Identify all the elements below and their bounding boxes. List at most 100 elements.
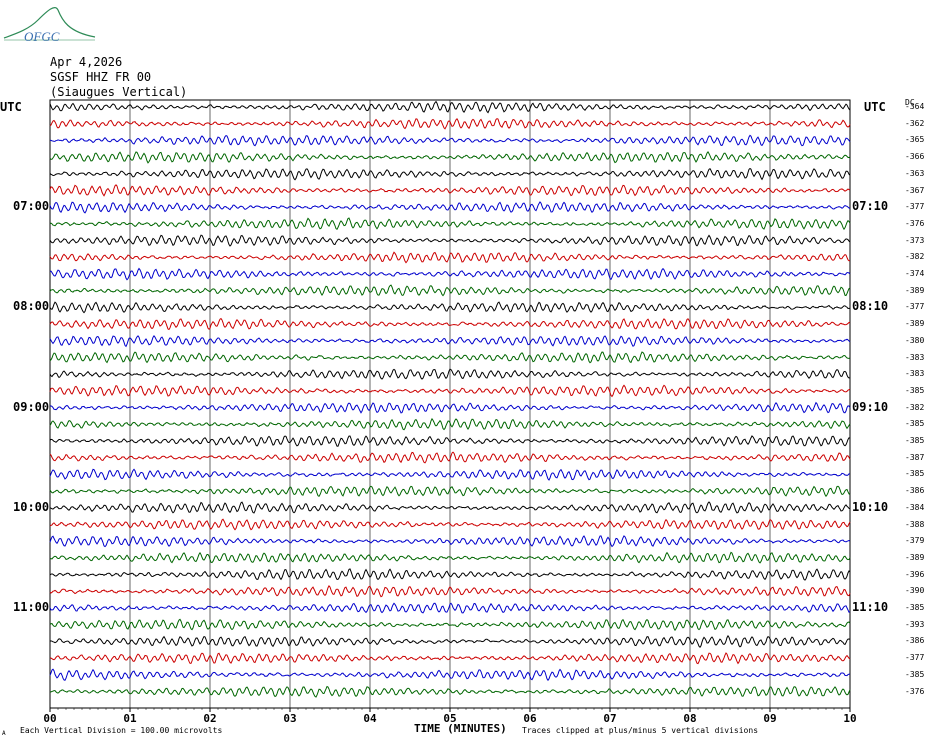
corner-mark: A	[2, 730, 6, 737]
trace-row-24	[49, 501, 851, 514]
trace-row-15	[49, 351, 851, 364]
x-tick-label: 04	[363, 712, 377, 725]
location-label: (Siaugues Vertical)	[50, 85, 188, 99]
dc-offset-value: -373	[905, 235, 925, 245]
x-axis-ticks: 00 01 02 03 04 05 06 07 08 09 10	[43, 708, 857, 725]
x-tick-label: 07	[603, 712, 616, 725]
dc-offset-value: -385	[905, 603, 925, 612]
dc-offset-value: -385	[905, 669, 925, 679]
dc-offset-value: -363	[905, 168, 925, 178]
utc-right-label: UTC	[864, 100, 886, 114]
dc-offset-value: -389	[905, 319, 925, 329]
utc-left-label: UTC	[0, 100, 22, 114]
dc-offset-value: -390	[905, 586, 925, 596]
trace-row-31	[49, 618, 851, 632]
trace-row-16	[49, 368, 851, 380]
right-time-label: 10:10	[852, 499, 889, 514]
x-tick-label: 06	[523, 712, 537, 725]
trace-row-0	[49, 100, 851, 114]
trace-row-18	[49, 401, 851, 414]
dc-offset-value: -393	[905, 619, 925, 629]
x-tick-label: 08	[683, 712, 696, 725]
dc-offset-value: -388	[905, 519, 925, 529]
dc-offset-value: -376	[905, 686, 925, 696]
x-tick-label: 09	[763, 712, 776, 725]
trace-row-14	[49, 335, 851, 348]
logo-text: OFGC	[24, 29, 60, 44]
trace-row-28	[49, 568, 851, 581]
x-tick-label: 02	[203, 712, 216, 725]
station-label: SGSF HHZ FR 00	[50, 70, 152, 84]
seismic-traces	[49, 100, 851, 698]
left-time-label: 09:00	[13, 399, 50, 414]
dc-offset-value: -377	[905, 302, 925, 312]
right-time-label: 07:10	[852, 199, 889, 214]
trace-row-3	[49, 151, 851, 164]
dc-offset-value: -362	[905, 118, 925, 128]
left-time-label: 08:00	[13, 299, 50, 314]
trace-row-25	[49, 518, 851, 531]
clip-note: Traces clipped at plus/minus 5 vertical …	[522, 726, 759, 735]
dc-offset-value: -364	[905, 102, 925, 111]
date-label: Apr 4,2026	[50, 55, 123, 69]
trace-row-32	[49, 634, 851, 649]
trace-row-30	[49, 602, 851, 614]
dc-offset-value: -365	[905, 135, 925, 145]
left-time-label: 07:00	[13, 199, 50, 214]
trace-row-26	[49, 535, 851, 548]
trace-row-4	[49, 167, 851, 181]
dc-offset-value: -383	[905, 369, 925, 379]
dc-offset-value: -387	[905, 452, 925, 462]
trace-row-1	[49, 117, 851, 130]
trace-row-35	[49, 685, 851, 698]
dc-offset-value: -385	[905, 385, 925, 395]
dc-offset-value: -383	[905, 352, 925, 362]
dc-offset-value: -384	[905, 502, 925, 512]
dc-offset-value: -385	[905, 436, 925, 445]
dc-offset-value: -382	[905, 252, 925, 262]
trace-row-34	[49, 668, 851, 682]
trace-row-23	[49, 485, 851, 498]
trace-row-33	[49, 652, 851, 665]
trace-row-2	[49, 134, 851, 147]
right-time-label: 09:10	[852, 399, 889, 414]
trace-row-22	[49, 468, 851, 481]
trace-row-27	[49, 551, 851, 564]
right-time-label: 08:10	[852, 299, 889, 314]
trace-row-10	[49, 267, 851, 281]
dc-offset-value: -379	[905, 536, 925, 546]
left-time-label: 10:00	[13, 499, 50, 514]
dc-offset-value: -385	[905, 469, 925, 479]
x-tick-label: 03	[283, 712, 296, 725]
dc-offset-value: -386	[905, 486, 925, 496]
trace-row-11	[49, 284, 851, 297]
dc-offset-value: -389	[905, 552, 925, 562]
x-tick-label: 00	[43, 712, 56, 725]
trace-row-17	[49, 384, 851, 398]
left-time-label: 11:00	[13, 600, 50, 614]
trace-row-8	[49, 234, 851, 247]
ofgc-logo: OFGC	[3, 7, 96, 44]
x-axis-label: TIME (MINUTES)	[414, 722, 507, 735]
dc-offset-value: -385	[905, 419, 925, 429]
trace-row-5	[49, 184, 851, 197]
x-tick-label: 05	[443, 712, 456, 725]
x-tick-label: 10	[843, 712, 856, 725]
trace-row-29	[49, 584, 851, 598]
scale-note: Each Vertical Division = 100.00 microvol…	[20, 726, 223, 735]
trace-row-9	[49, 251, 851, 264]
dc-label: DC	[905, 98, 915, 107]
right-time-label: 11:10	[852, 600, 889, 614]
dc-offset-value: -376	[905, 218, 925, 228]
trace-row-12	[49, 301, 851, 314]
trace-row-20	[49, 435, 851, 447]
trace-row-7	[49, 217, 851, 231]
dc-offset-value: -366	[905, 152, 925, 162]
trace-row-21	[49, 451, 851, 464]
dc-offset-value: -396	[905, 569, 925, 579]
dc-offset-value: -367	[905, 185, 925, 195]
x-tick-label: 01	[123, 712, 137, 725]
trace-row-6	[49, 201, 851, 214]
dc-offset-value: -380	[905, 335, 925, 345]
